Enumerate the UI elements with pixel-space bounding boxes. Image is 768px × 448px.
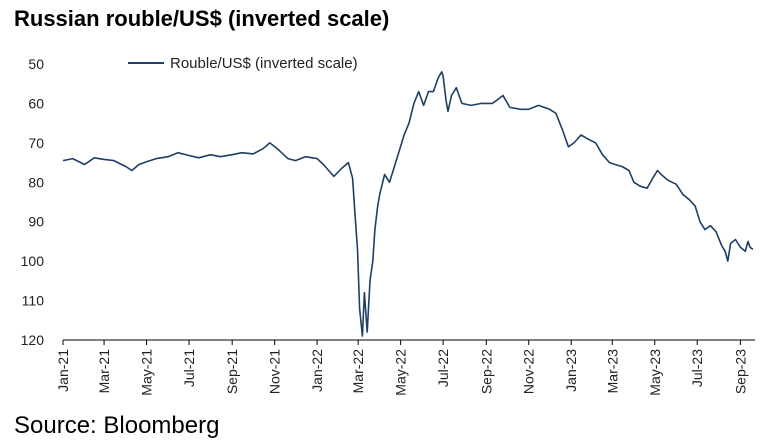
x-tick-label: May-21 bbox=[139, 349, 155, 396]
chart-title: Russian rouble/US$ (inverted scale) bbox=[14, 6, 390, 31]
y-tick-label: 120 bbox=[21, 332, 45, 348]
x-tick-label: Mar-23 bbox=[604, 349, 620, 394]
series-line-rouble bbox=[62, 71, 754, 337]
x-tick-label: Sep-21 bbox=[224, 349, 240, 394]
x-tick-label: Nov-22 bbox=[521, 349, 537, 394]
source-note: Source: Bloomberg bbox=[14, 412, 220, 439]
y-tick-label: 50 bbox=[28, 56, 44, 72]
x-tick-label: Jul-23 bbox=[689, 349, 705, 387]
x-tick-label: May-23 bbox=[647, 349, 663, 396]
x-tick-label: Mar-21 bbox=[96, 349, 112, 394]
y-axis: 50 60 70 80 90 100 110 120 bbox=[21, 56, 45, 348]
x-tick-label: Nov-21 bbox=[267, 349, 283, 394]
x-tick-label: Sep-22 bbox=[478, 349, 494, 394]
x-tick-label: Jan-21 bbox=[55, 349, 71, 392]
y-tick-label: 70 bbox=[28, 135, 44, 151]
x-tick-label: Sep-23 bbox=[732, 349, 748, 394]
y-tick-label: 100 bbox=[21, 253, 45, 269]
y-tick-label: 80 bbox=[28, 174, 44, 190]
y-tick-label: 90 bbox=[28, 214, 44, 230]
x-tick-label: Jul-21 bbox=[181, 349, 197, 387]
x-tick-label: Jan-22 bbox=[309, 349, 325, 392]
x-tick-label: May-22 bbox=[393, 349, 409, 396]
x-tick-label: Mar-22 bbox=[350, 349, 366, 394]
y-tick-label: 110 bbox=[22, 293, 45, 309]
y-tick-label: 60 bbox=[28, 95, 44, 111]
x-tick-label: Jul-22 bbox=[435, 349, 451, 387]
x-tick-label: Jan-23 bbox=[563, 349, 579, 392]
x-axis: Jan-21 Mar-21 May-21 Jul-21 Sep-21 Nov-21 Jan-… bbox=[55, 339, 755, 396]
legend: Rouble/US$ (inverted scale) bbox=[128, 55, 358, 72]
series-layer bbox=[62, 71, 754, 337]
legend-label: Rouble/US$ (inverted scale) bbox=[170, 55, 358, 72]
